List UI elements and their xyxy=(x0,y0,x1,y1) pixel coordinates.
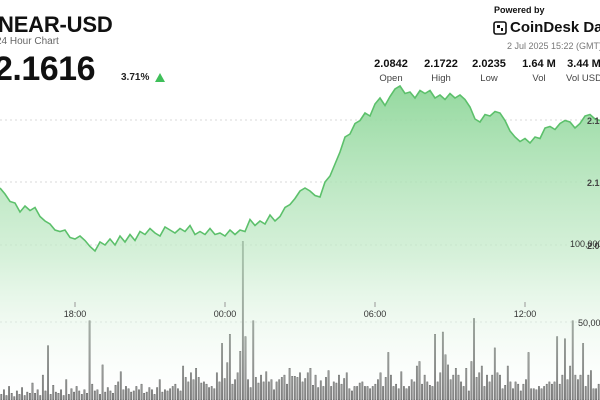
stat-vol-usd-label: Vol USD xyxy=(566,73,600,84)
price-line xyxy=(0,84,600,253)
stat-vol-usd-value: 3.44 M xyxy=(567,58,600,70)
price-change: 3.71% xyxy=(121,72,150,83)
stat-open-value: 2.0842 xyxy=(374,58,408,70)
timestamp: 2 Jul 2025 15:22 (GMT) xyxy=(507,41,600,51)
x-axis-ticks: 18:00 00:00 06:00 12:00 xyxy=(64,302,537,319)
x-tick-label: 06:00 xyxy=(364,309,387,319)
stat-vol-label: Vol xyxy=(532,73,546,84)
current-price: 2.1616 xyxy=(0,50,96,88)
brand-name: CoinDesk Data xyxy=(510,19,600,36)
stat-high: 2.1722 High xyxy=(419,58,463,84)
y-tick-label: 2.1 xyxy=(587,116,600,126)
stat-low-label: Low xyxy=(480,73,498,84)
stat-vol: 1.64 M Vol xyxy=(517,58,561,84)
powered-by-label: Powered by xyxy=(494,5,545,15)
stat-low: 2.0235 Low xyxy=(467,58,511,84)
x-tick-label: 18:00 xyxy=(64,309,87,319)
x-tick-label: 12:00 xyxy=(514,309,537,319)
stat-open-label: Open xyxy=(379,73,403,84)
stat-high-label: High xyxy=(431,73,451,84)
volume-tick-label: 100,000 xyxy=(570,239,600,249)
x-tick-label: 00:00 xyxy=(214,309,237,319)
chart-subtitle: 24 Hour Chart xyxy=(0,36,59,47)
stat-open: 2.0842 Open xyxy=(369,58,413,84)
triangle-up-icon xyxy=(155,73,165,82)
page-title: NEAR-USD xyxy=(0,12,113,37)
y-tick-label: 2.1 xyxy=(587,178,600,188)
stat-low-value: 2.0235 xyxy=(472,58,506,70)
stat-vol-usd: 3.44 M Vol USD xyxy=(564,58,600,84)
stat-vol-value: 1.64 M xyxy=(522,58,556,70)
coindesk-logo-icon xyxy=(493,20,507,35)
coindesk-brand[interactable]: CoinDesk Data xyxy=(493,19,600,36)
y-tick-label: 2.0 xyxy=(587,241,600,251)
stat-high-value: 2.1722 xyxy=(424,58,458,70)
volume-tick-label: 50,000 xyxy=(578,318,600,328)
price-area xyxy=(0,86,600,400)
